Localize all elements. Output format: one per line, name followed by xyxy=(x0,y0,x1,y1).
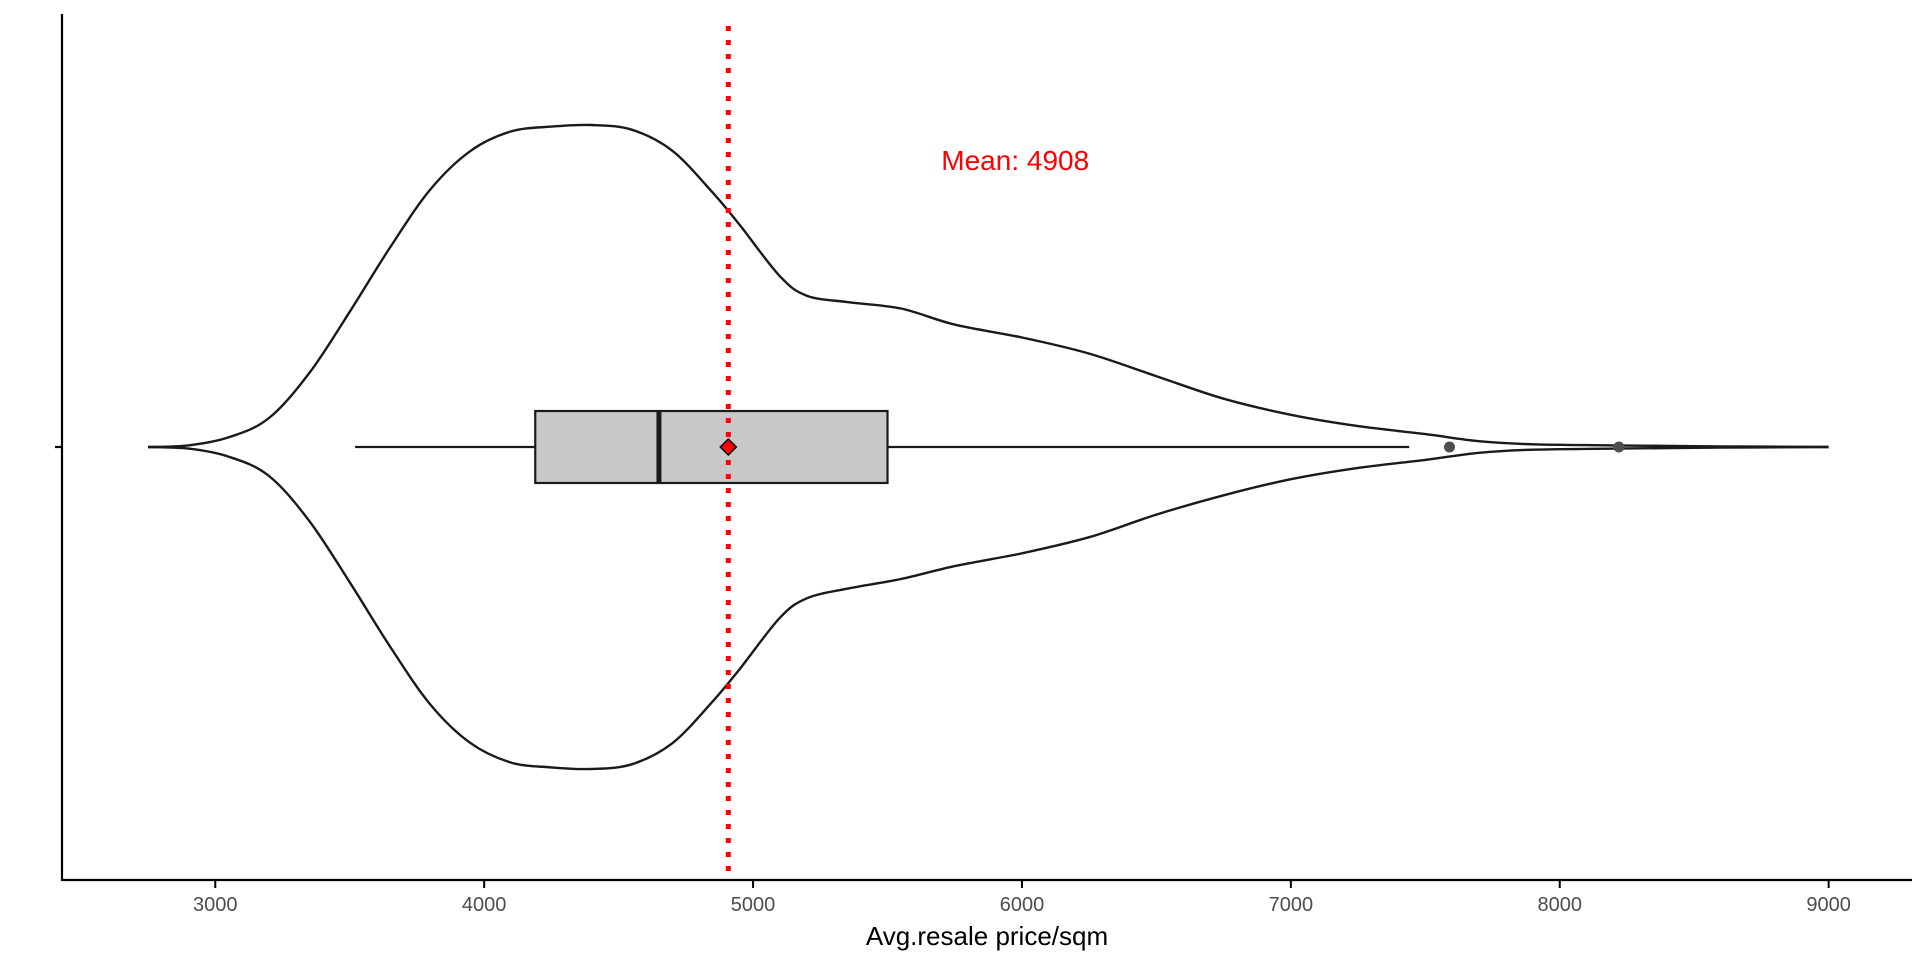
mean-marker xyxy=(719,437,738,457)
x-tick-label: 4000 xyxy=(462,894,507,916)
mean-layer: Mean: 4908 xyxy=(719,26,1089,878)
x-axis-title: Avg.resale price/sqm xyxy=(866,921,1108,951)
x-tick-label: 6000 xyxy=(1000,894,1045,916)
x-axis-ticks: 3000 4000 5000 6000 7000 8000 9000 xyxy=(193,880,1851,916)
x-tick-label: 8000 xyxy=(1537,894,1582,916)
x-tick-label: 7000 xyxy=(1269,894,1314,916)
x-tick-label: 5000 xyxy=(731,894,776,916)
x-tick-label: 9000 xyxy=(1806,894,1851,916)
violin-upper-outline xyxy=(147,123,1829,449)
boxplot-layer xyxy=(355,409,1625,485)
axes-layer: 3000 4000 5000 6000 7000 8000 9000 Avg.resale … xyxy=(55,14,1912,951)
outlier-point xyxy=(1613,441,1625,453)
x-tick-label: 3000 xyxy=(193,894,238,916)
mean-label: Mean: 4908 xyxy=(941,145,1089,176)
iqr-box xyxy=(534,409,889,485)
violin-layer xyxy=(147,123,1829,771)
violin-lower-outline xyxy=(147,445,1829,771)
outlier-point xyxy=(1444,441,1455,453)
